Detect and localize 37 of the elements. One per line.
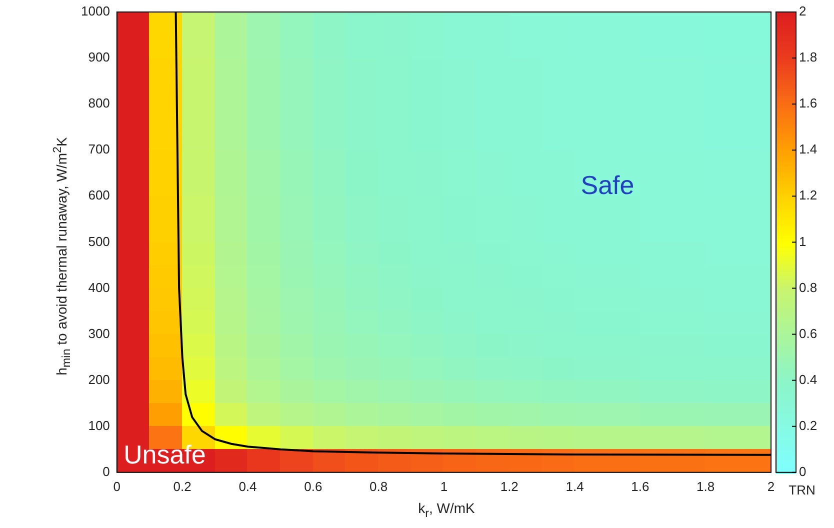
color-bar-label: 1.6 [799,96,818,111]
x-axis-title: k$_{r}$, W/mK [417,500,476,520]
y-tick-label: 500 [88,234,110,249]
annotation: Safe [580,170,634,200]
x-tick-label: 0 [113,478,121,494]
y-tick-label: 800 [88,96,110,111]
color-bar-label: 2 [799,4,806,19]
color-bar-title: TRN [788,482,816,498]
color-bar-label: 0.2 [799,418,818,433]
color-bar-label: 1.8 [799,50,818,65]
x-tick-label: 1.2 [500,478,518,494]
x-tick-label: 0.2 [173,478,192,494]
y-tick-label: 600 [88,188,110,203]
x-tick-label: 2 [767,478,775,494]
color-bar-label: 0 [799,464,806,479]
color-bar-label: 0.8 [799,280,818,295]
x-tick-label: 0.4 [238,478,257,494]
y-tick-label: 200 [88,372,110,387]
color-bar-label: 0.4 [799,372,818,387]
x-tick-label: 1.4 [566,478,584,494]
x-tick-label: 1 [440,478,448,494]
y-tick-label: 1000 [81,4,110,19]
y-tick-label: 900 [88,50,110,65]
annotation: Unsafe [123,439,206,470]
x-tick-label: 0.6 [304,478,322,494]
x-tick-label: 1.6 [631,478,650,494]
y-tick-label: 0 [102,464,110,479]
y-tick-label: 700 [88,142,110,157]
color-bar-label: 1 [799,234,806,249]
x-tick-label: 1.8 [696,478,715,494]
color-bar-label: 1.4 [799,142,818,157]
x-tick-label: 0.8 [370,478,388,494]
y-tick-label: 400 [88,280,110,295]
y-tick-label: 300 [88,326,110,341]
y-tick-label: 100 [88,418,110,433]
color-bar-label: 0.6 [799,326,818,341]
color-bar-label: 1.2 [799,188,818,203]
